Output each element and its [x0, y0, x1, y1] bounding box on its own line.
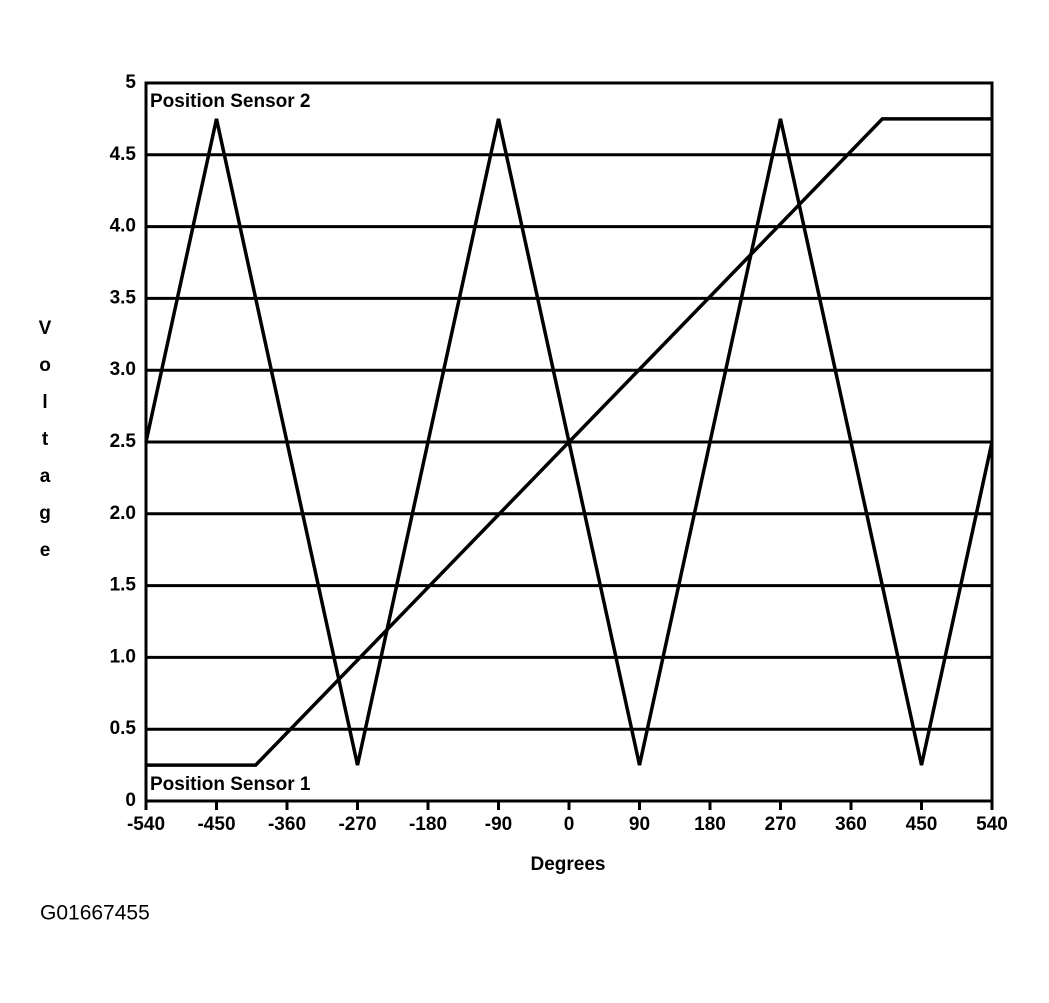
x-tick-label: 270	[765, 814, 797, 835]
series-label: Position Sensor 1	[150, 774, 311, 795]
y-tick-label: 0.5	[110, 718, 137, 739]
y-tick-label: 0	[125, 790, 136, 811]
x-tick-label: -450	[197, 814, 235, 835]
figure-id: G01667455	[40, 902, 150, 925]
x-axis-label: Degrees	[531, 854, 606, 875]
series-label: Position Sensor 2	[150, 91, 310, 112]
y-tick-label: 1.0	[110, 646, 136, 667]
y-tick-label: 5	[125, 72, 136, 93]
y-tick-label: 3.0	[110, 359, 136, 380]
x-tick-label: -360	[268, 814, 306, 835]
y-tick-label: 1.5	[110, 575, 137, 596]
y-tick-label: 3.5	[110, 287, 137, 308]
x-tick-label: -90	[485, 814, 512, 835]
y-tick-label: 2.0	[110, 503, 136, 524]
x-tick-label: -180	[409, 814, 447, 835]
y-tick-label: 2.5	[110, 431, 137, 452]
x-tick-label: 450	[906, 814, 938, 835]
x-tick-label: 90	[629, 814, 650, 835]
x-tick-label: 0	[564, 814, 575, 835]
x-tick-label: -540	[127, 814, 165, 835]
x-tick-label: 360	[835, 814, 867, 835]
x-tick-label: -270	[338, 814, 376, 835]
x-tick-label: 540	[976, 814, 1008, 835]
y-axis-label: Voltage	[35, 318, 56, 577]
x-tick-label: 180	[694, 814, 726, 835]
y-tick-label: 4.0	[110, 216, 136, 237]
series-line	[146, 117, 992, 767]
y-tick-label: 4.5	[110, 144, 137, 165]
